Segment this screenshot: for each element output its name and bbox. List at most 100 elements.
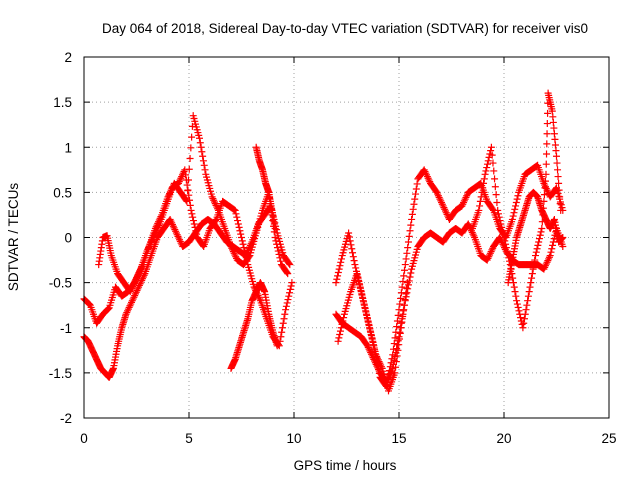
data-point <box>228 244 236 252</box>
data-point <box>125 303 133 311</box>
data-point <box>484 254 492 262</box>
data-point <box>229 248 237 256</box>
data-point <box>423 173 431 181</box>
data-point <box>372 351 380 359</box>
data-point <box>510 283 518 291</box>
data-point <box>278 324 286 332</box>
data-point <box>232 253 240 261</box>
data-point <box>283 268 291 276</box>
data-point <box>533 245 541 253</box>
data-point <box>273 342 281 350</box>
data-point <box>514 192 522 200</box>
data-point <box>273 244 281 252</box>
data-point <box>377 361 385 369</box>
data-point <box>548 245 556 253</box>
data-point <box>537 228 545 236</box>
data-point <box>278 328 286 336</box>
data-point <box>521 310 529 318</box>
data-point <box>274 247 282 255</box>
data-point <box>525 288 533 296</box>
data-point <box>178 173 186 181</box>
data-point <box>399 312 407 320</box>
data-point <box>212 201 220 209</box>
data-point <box>522 306 530 314</box>
data-point <box>363 314 371 322</box>
data-point <box>353 270 361 278</box>
data-point <box>154 219 162 227</box>
data-point <box>554 166 562 174</box>
data-point <box>476 197 484 205</box>
data-point <box>211 200 219 208</box>
data-point <box>392 363 400 371</box>
data-point <box>133 287 141 295</box>
data-point <box>491 175 499 183</box>
data-point <box>461 195 469 203</box>
data-point <box>557 206 565 214</box>
data-point <box>542 260 550 268</box>
data-point <box>352 264 360 272</box>
data-point <box>543 130 551 138</box>
data-point <box>357 287 365 295</box>
data-point <box>128 297 136 305</box>
data-point <box>334 268 342 276</box>
data-point <box>284 296 292 304</box>
data-point <box>271 224 279 232</box>
data-point <box>132 276 140 284</box>
data-point <box>540 191 548 199</box>
data-point <box>374 356 382 364</box>
data-point <box>487 143 495 151</box>
data-point <box>176 236 184 244</box>
data-point <box>234 217 242 225</box>
data-point <box>184 187 192 195</box>
data-point <box>515 307 523 315</box>
data-point <box>413 180 421 188</box>
data-point <box>529 265 537 273</box>
data-point <box>535 238 543 246</box>
data-point <box>544 257 552 265</box>
data-point <box>395 341 403 349</box>
data-point <box>129 281 137 289</box>
data-point <box>176 176 184 184</box>
series-track-4 <box>227 279 281 372</box>
data-point <box>337 258 345 266</box>
data-point <box>545 253 553 261</box>
data-point <box>239 240 247 248</box>
data-point <box>368 334 376 342</box>
data-point <box>131 290 139 298</box>
y-tick-label: 0.5 <box>53 185 72 200</box>
data-point <box>495 213 503 221</box>
data-point <box>411 195 419 203</box>
data-point <box>127 300 135 308</box>
data-point <box>136 267 144 275</box>
data-point <box>541 177 549 185</box>
data-point <box>490 167 498 175</box>
data-point <box>236 227 244 235</box>
data-point <box>398 283 406 291</box>
data-point <box>238 234 245 241</box>
data-point <box>238 237 246 245</box>
data-point <box>524 292 532 300</box>
x-tick-label: 15 <box>391 431 406 446</box>
data-point <box>364 342 371 350</box>
data-point <box>337 324 345 332</box>
data-point <box>199 157 207 165</box>
data-point <box>359 293 367 301</box>
data-point <box>139 275 147 283</box>
data-point <box>460 197 468 205</box>
data-point <box>358 290 366 298</box>
data-point <box>227 243 235 251</box>
data-point <box>519 324 527 332</box>
data-point <box>544 109 552 117</box>
x-tick-label: 0 <box>80 431 88 446</box>
data-point <box>535 235 543 243</box>
data-point <box>554 173 562 181</box>
data-point <box>334 337 342 345</box>
data-point <box>189 213 197 221</box>
data-point <box>276 254 284 262</box>
data-point <box>438 200 446 208</box>
data-point <box>499 230 507 238</box>
data-point <box>489 205 497 213</box>
data-point <box>512 292 520 300</box>
data-point <box>480 175 488 183</box>
